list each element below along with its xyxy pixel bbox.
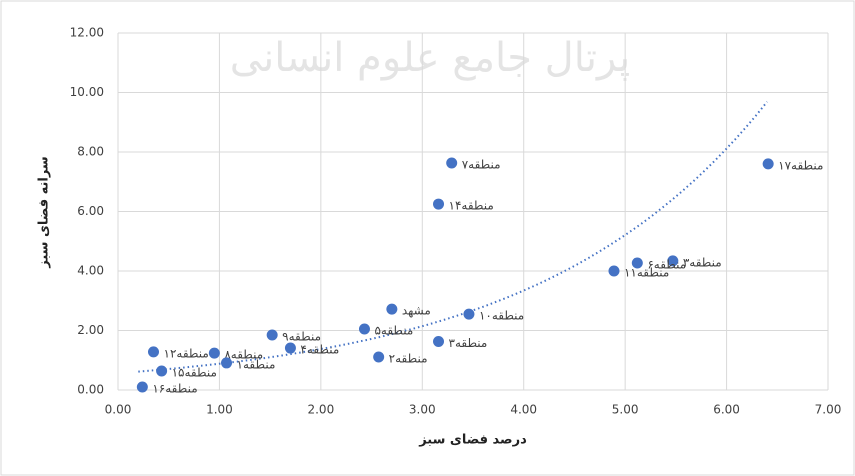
y-tick-label: 0.00	[77, 383, 104, 397]
x-tick-label: 3.00	[409, 403, 436, 417]
y-tick-label: 6.00	[77, 204, 104, 218]
point-label: منطقه۱۴	[449, 199, 494, 213]
watermark: پرتال جامع علوم انسانی	[230, 35, 631, 81]
trendline	[138, 101, 768, 373]
point-label: منطقه۸	[224, 348, 263, 362]
point-label: منطقه۱۰	[479, 309, 524, 323]
point	[148, 346, 159, 358]
point-label: منطقه۴	[300, 343, 339, 357]
point	[266, 329, 278, 341]
x-tick-label: 0.00	[105, 403, 132, 417]
point	[284, 342, 296, 354]
point-label: منطقه۳	[683, 255, 722, 269]
point	[463, 308, 475, 320]
x-axis-label: درصد فضای سبز	[418, 433, 527, 448]
point	[433, 198, 445, 210]
point-label: منطقه۱۲	[164, 346, 209, 360]
x-tick-label: 4.00	[510, 403, 537, 417]
point	[358, 323, 370, 335]
point-label: منطقه۳	[449, 336, 488, 350]
point-label: منطقه۹	[282, 329, 321, 343]
x-tick-label: 7.00	[815, 403, 842, 417]
point	[221, 357, 233, 369]
point-label: منطقه۵	[374, 324, 413, 338]
point-label: منطقه۱۷	[778, 158, 823, 172]
point-label: مشهد	[402, 304, 431, 318]
point	[208, 347, 220, 359]
y-axis-label: سرانه فضای سبز	[37, 156, 52, 268]
point-label: منطقه۲	[389, 351, 428, 365]
x-tick-label: 2.00	[307, 403, 334, 417]
point	[446, 157, 458, 169]
x-tick-label: 5.00	[612, 403, 639, 417]
point	[156, 365, 168, 377]
y-tick-label: 12.00	[70, 26, 104, 40]
x-tick-label: 6.00	[713, 403, 740, 417]
point	[762, 158, 774, 170]
point-label: منطقه۱۱	[624, 266, 669, 280]
y-tick-label: 8.00	[77, 145, 104, 159]
point-label: منطقه۱۶	[152, 382, 197, 396]
point	[608, 265, 620, 277]
point	[433, 336, 445, 348]
point	[386, 303, 398, 315]
y-tick-label: 10.00	[70, 85, 104, 99]
point	[373, 351, 385, 363]
point-label: منطقه۷	[462, 158, 501, 172]
y-tick-label: 4.00	[77, 264, 104, 278]
x-tick-label: 1.00	[206, 403, 233, 417]
point-label: منطقه۱۵	[172, 365, 217, 379]
point-label: منطقه۱	[237, 357, 276, 371]
y-tick-label: 2.00	[77, 323, 104, 337]
point	[667, 255, 679, 267]
point-label: منطقه۶	[647, 257, 686, 271]
point	[631, 257, 643, 269]
point	[136, 381, 148, 393]
